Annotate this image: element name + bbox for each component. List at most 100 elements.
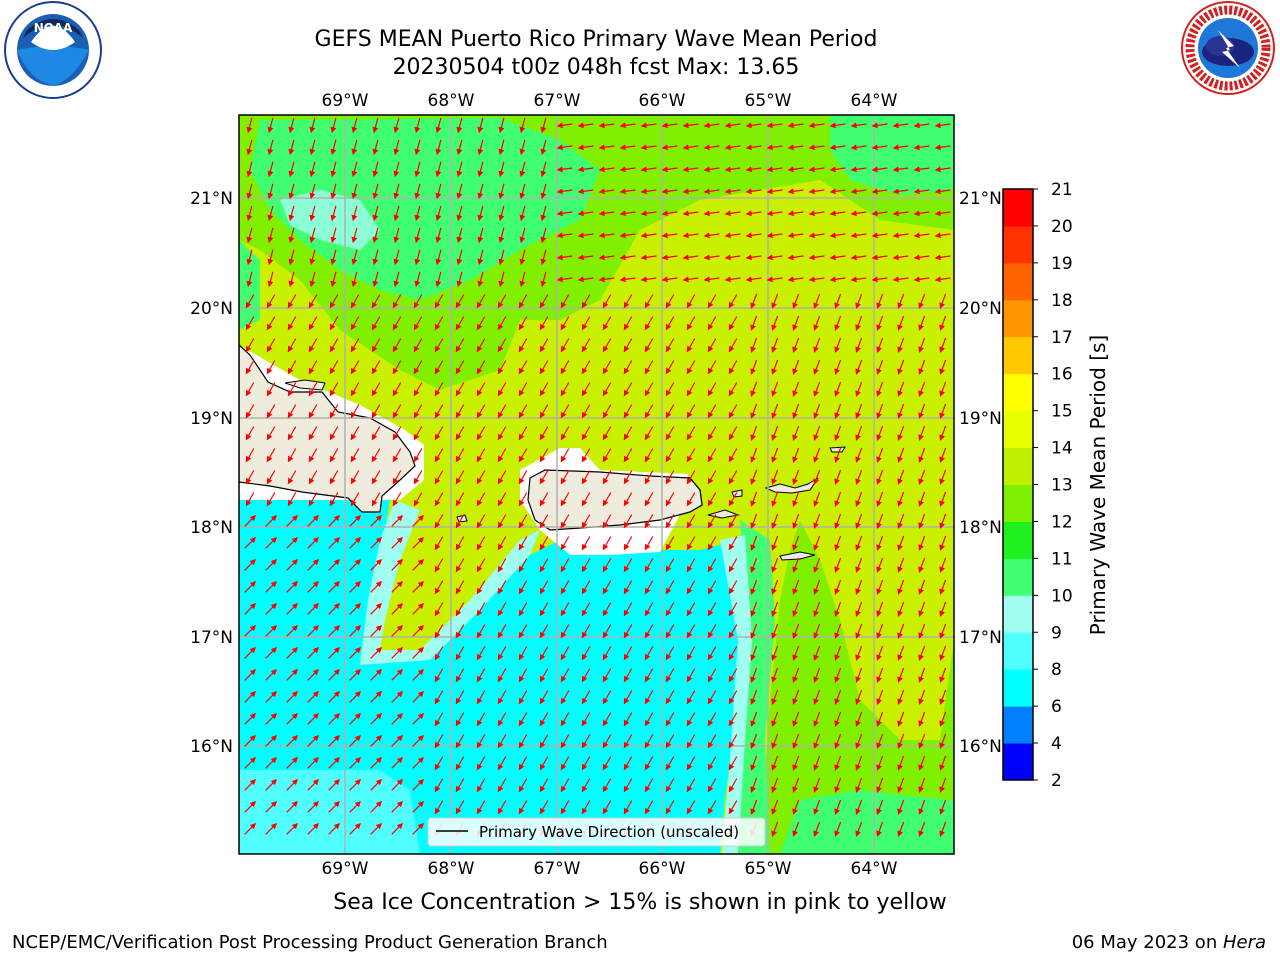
wave-arrow: [745, 166, 762, 173]
wave-arrow: [876, 667, 884, 683]
wave-arrow: [330, 183, 337, 200]
wave-arrow: [939, 447, 947, 463]
wave-arrow: [623, 734, 633, 749]
wave-arrow: [939, 667, 947, 683]
wave-arrow: [307, 734, 320, 747]
wave-arrow: [581, 360, 591, 375]
wave-arrow: [539, 602, 549, 617]
wave-arrow: [497, 778, 507, 793]
wave-arrow: [245, 404, 255, 419]
wave-arrow: [412, 778, 425, 791]
wave-arrow: [391, 536, 404, 549]
wave-arrow: [750, 447, 758, 463]
wave-arrow: [892, 210, 909, 217]
wave-arrow: [661, 210, 678, 217]
wave-arrow: [939, 315, 947, 331]
wave-arrow: [245, 360, 255, 375]
wave-arrow: [813, 381, 821, 397]
wave-arrow: [750, 535, 758, 551]
wave-arrow: [476, 690, 486, 705]
wave-arrow: [455, 338, 465, 353]
wave-arrow: [939, 733, 947, 749]
wave-arrow: [771, 337, 779, 353]
wave-arrow: [766, 166, 783, 173]
wave-arrow: [330, 271, 337, 288]
wave-arrow: [518, 690, 528, 705]
wave-arrow: [455, 404, 465, 419]
wave-arrow: [707, 602, 717, 617]
wave-arrow: [476, 646, 486, 661]
wave-arrow: [897, 293, 905, 309]
wave-arrow: [623, 580, 633, 595]
wave-arrow: [412, 712, 425, 725]
wave-arrow: [686, 690, 696, 705]
wave-arrow: [665, 602, 675, 617]
colorbar-segment: [1003, 706, 1033, 744]
wave-arrow: [330, 161, 337, 178]
wave-arrow: [619, 188, 636, 195]
wave-arrow: [497, 756, 507, 771]
chart-subtitle: 20230504 t00z 048h fcst Max: 13.65: [392, 55, 800, 80]
wave-arrow: [661, 254, 678, 261]
wave-arrow: [455, 734, 465, 749]
wave-arrow: [665, 580, 675, 595]
wave-arrow: [560, 426, 570, 441]
wave-arrow: [745, 232, 762, 239]
wave-arrow: [640, 188, 657, 195]
wave-arrow: [892, 122, 909, 129]
wave-arrow: [329, 316, 339, 331]
wave-arrow: [745, 144, 762, 151]
wave-arrow: [244, 822, 257, 835]
wave-arrow: [266, 426, 276, 441]
wave-arrow: [540, 227, 547, 244]
wave-arrow: [245, 470, 255, 485]
wave-arrow: [309, 271, 316, 288]
wave-arrow: [771, 623, 779, 639]
wave-arrow: [497, 492, 507, 507]
wave-arrow: [855, 623, 863, 639]
wave-arrow: [456, 161, 463, 178]
wave-arrow: [834, 469, 842, 485]
wave-arrow: [644, 756, 654, 771]
colorbar-tick-label: 21: [1051, 180, 1073, 200]
wave-arrow: [918, 469, 926, 485]
wave-arrow: [329, 426, 339, 441]
wave-arrow: [834, 645, 842, 661]
wave-arrow: [665, 668, 675, 683]
wave-arrow: [813, 733, 821, 749]
wave-arrow: [602, 492, 612, 507]
wave-arrow: [350, 426, 360, 441]
wave-arrow: [750, 623, 758, 639]
wave-arrow: [266, 294, 276, 309]
period-zone-bright-green-north: [250, 118, 600, 300]
wave-arrow: [728, 338, 738, 353]
wave-arrow: [602, 470, 612, 485]
wave-arrow: [328, 514, 341, 527]
wave-arrow: [623, 558, 633, 573]
wave-arrow: [539, 382, 549, 397]
wave-arrow: [808, 144, 825, 151]
wave-arrow: [728, 580, 738, 595]
wave-arrow: [939, 799, 947, 815]
lon-label: 65°W: [745, 859, 792, 879]
wave-arrow: [286, 668, 299, 681]
wave-arrow: [286, 778, 299, 791]
wave-arrow: [288, 249, 295, 266]
wave-arrow: [370, 668, 383, 681]
wave-arrow: [792, 447, 800, 463]
wave-arrow: [581, 536, 591, 551]
colorbar-segment: [1003, 743, 1033, 781]
wave-arrow: [707, 536, 717, 551]
wave-arrow: [244, 712, 257, 725]
wave-arrow: [392, 294, 402, 309]
wave-arrow: [349, 668, 362, 681]
wave-arrow: [266, 382, 276, 397]
wave-arrow: [413, 448, 423, 463]
wave-arrow: [766, 144, 783, 151]
wave-arrow: [934, 254, 951, 261]
wave-arrow: [497, 514, 507, 529]
wave-arrow: [288, 205, 295, 222]
wave-arrow: [707, 448, 717, 463]
wave-arrow: [766, 188, 783, 195]
